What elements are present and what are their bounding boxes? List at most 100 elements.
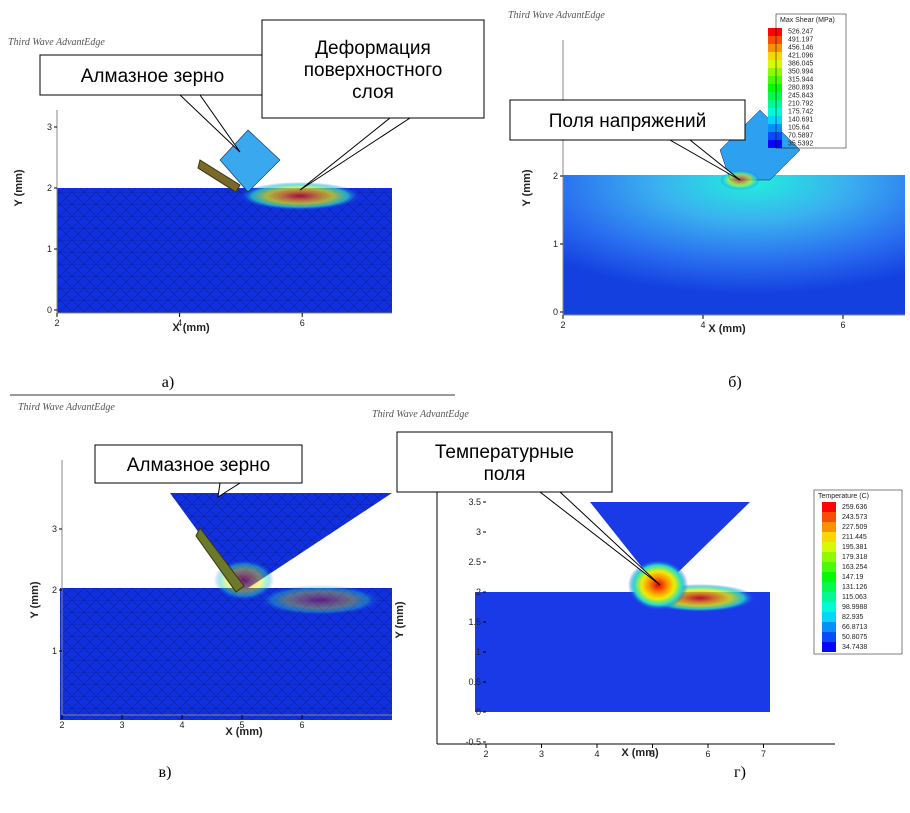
- x-tick-label: 4: [177, 318, 182, 328]
- legend-swatch: [768, 132, 782, 140]
- legend-swatch: [768, 92, 782, 100]
- y-tick-label: 3.5: [468, 497, 481, 507]
- callout-box: [94, 444, 303, 484]
- x-tick-label: 6: [705, 749, 710, 759]
- legend-label: 70.5897: [788, 133, 813, 140]
- legend-label: 35.5392: [788, 141, 813, 148]
- legend-label: 105.64: [788, 125, 810, 132]
- x-tick-label: 5: [239, 720, 244, 730]
- legend-label: 491.197: [788, 37, 813, 44]
- legend-swatch: [768, 44, 782, 52]
- legend-swatch: [768, 60, 782, 68]
- y-tick-label: 2: [553, 171, 558, 181]
- y-tick-label: 3: [47, 122, 52, 132]
- legend-label: 526.247: [788, 29, 813, 36]
- legend-swatch: [822, 572, 836, 582]
- y-tick-label: 2: [52, 585, 57, 595]
- y-tick-label: 0.5: [468, 677, 481, 687]
- x-tick-label: 3: [119, 720, 124, 730]
- legend-label: 147.19: [842, 574, 864, 581]
- legend-label: 66.8713: [842, 624, 867, 631]
- x-tick-label: 3: [539, 749, 544, 759]
- legend-label: 140.691: [788, 117, 813, 124]
- panel-a-graphics: [57, 129, 392, 313]
- legend-swatch: [768, 68, 782, 76]
- legend-label: 211.445: [842, 534, 867, 541]
- callout-text: Температурные: [435, 442, 574, 463]
- legend-swatch: [768, 108, 782, 116]
- legend-label: 259.636: [842, 504, 867, 511]
- callout-pointer: [178, 94, 241, 153]
- legend-label: 131.126: [842, 584, 867, 591]
- x-tick-label: 2: [560, 320, 565, 330]
- x-axis-label: X (mm): [708, 323, 746, 335]
- legend-swatch: [768, 76, 782, 84]
- legend-swatch: [768, 140, 782, 148]
- legend-swatch: [768, 52, 782, 60]
- legend-swatch: [768, 116, 782, 124]
- legend-swatch: [822, 502, 836, 512]
- legend-label: 227.509: [842, 524, 867, 531]
- x-tick-label: 2: [483, 749, 488, 759]
- callout-text: Алмазное зерно: [127, 455, 270, 476]
- y-tick-label: 1: [52, 646, 57, 656]
- y-tick-label: 1: [476, 647, 481, 657]
- y-tick-label: 3: [52, 524, 57, 534]
- legend-label: 34.7438: [842, 644, 867, 651]
- y-tick-label: 1: [553, 239, 558, 249]
- legend-label: 115.063: [842, 594, 867, 601]
- x-axis-label: X (mm): [172, 322, 210, 334]
- x-tick-label: 5: [650, 749, 655, 759]
- caption: г): [734, 764, 746, 781]
- legend-swatch: [822, 562, 836, 572]
- legend-swatch: [768, 28, 782, 36]
- y-axis-label: Y (mm): [521, 169, 533, 206]
- callout-box: [261, 19, 485, 119]
- legend-label: 315.944: [788, 77, 813, 84]
- legend-swatch: [822, 542, 836, 552]
- callout-box: [396, 431, 613, 493]
- legend-frame: [813, 489, 903, 655]
- legend-title: Temperature (C): [818, 493, 869, 500]
- caption: а): [162, 374, 174, 391]
- y-tick-label: 0: [476, 707, 481, 717]
- caption: в): [159, 764, 172, 781]
- legend-label: 195.381: [842, 544, 867, 551]
- y-tick-label: -0.5: [465, 737, 481, 747]
- legend-swatch: [822, 622, 836, 632]
- legend-swatch: [822, 592, 836, 602]
- legend-label: 163.254: [842, 564, 867, 571]
- x-tick-label: 2: [59, 720, 64, 730]
- legend-label: 82.935: [842, 614, 864, 621]
- x-tick-label: 6: [840, 320, 845, 330]
- legend-swatch: [822, 532, 836, 542]
- watermark: Third Wave AdvantEdge: [18, 402, 115, 413]
- legend-label: 50.8075: [842, 634, 867, 641]
- callout-text: поля: [484, 464, 526, 485]
- y-axis-label: Y (mm): [13, 169, 25, 206]
- legend-swatch: [822, 602, 836, 612]
- y-tick-label: 1.5: [468, 617, 481, 627]
- legend-swatch: [822, 612, 836, 622]
- x-tick-label: 4: [700, 320, 705, 330]
- legend-label: 280.893: [788, 85, 813, 92]
- legend-label: 386.045: [788, 61, 813, 68]
- legend-label: 456.146: [788, 45, 813, 52]
- x-axis-label: X (mm): [621, 747, 659, 759]
- y-tick-label: 0: [47, 305, 52, 315]
- callout-text: Алмазное зерно: [81, 66, 224, 87]
- x-tick-label: 7: [761, 749, 766, 759]
- legend-swatch: [822, 582, 836, 592]
- callout-text: Поля напряжений: [549, 111, 706, 132]
- legend-label: 350.994: [788, 69, 813, 76]
- x-tick-label: 4: [179, 720, 184, 730]
- watermark: Third Wave AdvantEdge: [8, 37, 105, 48]
- panel-d-graphics: [436, 490, 835, 745]
- y-tick-label: 2: [47, 183, 52, 193]
- y-tick-label: 0: [553, 307, 558, 317]
- y-tick-label: 1: [47, 244, 52, 254]
- legend-label: 210.792: [788, 101, 813, 108]
- legend-label: 243.573: [842, 514, 867, 521]
- y-tick-label: 3: [476, 527, 481, 537]
